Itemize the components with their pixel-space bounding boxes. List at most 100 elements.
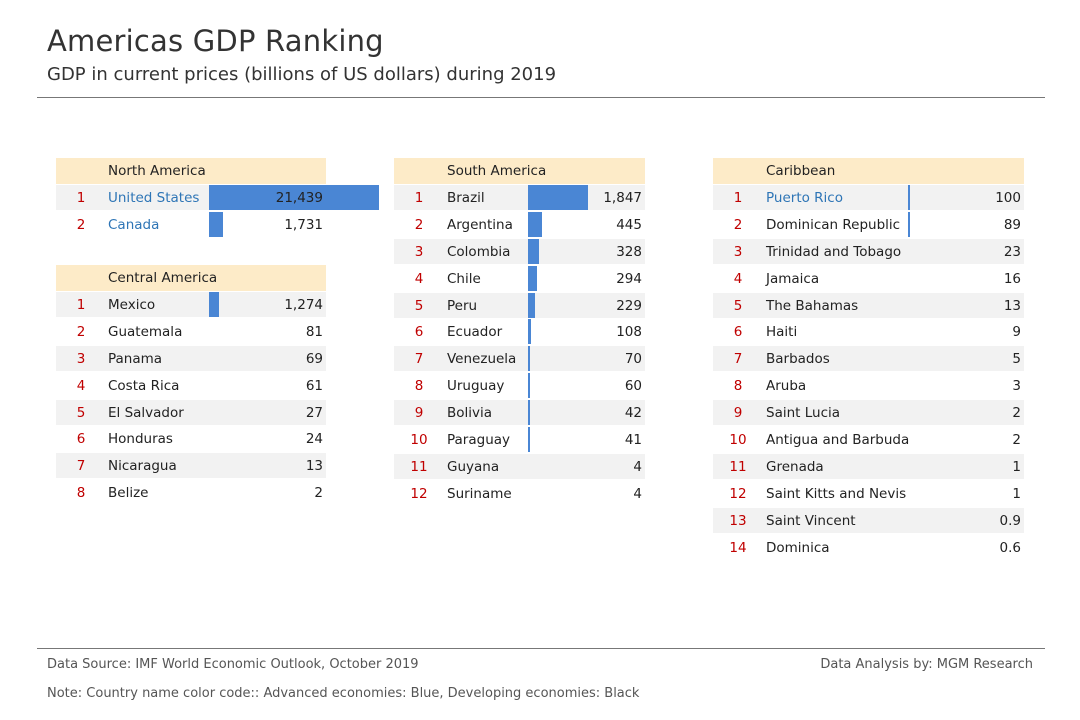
rank-label: 13: [729, 512, 747, 529]
rank-label: 3: [76, 350, 86, 367]
rank-label: 8: [733, 378, 743, 395]
gdp-bar: [528, 319, 532, 345]
gdp-value-label: 1,274: [284, 296, 323, 313]
country-name: Costa Rica: [108, 377, 180, 394]
table-row: 2 Canada 1,731: [56, 211, 326, 237]
data-analysis-credit: Data Analysis by: MGM Research: [820, 657, 1033, 672]
gdp-bar: [908, 211, 910, 237]
table-row: 11 Guyana 4: [394, 453, 645, 479]
rank-label: 3: [414, 243, 424, 260]
gdp-bar: [908, 184, 910, 210]
rank-label: 7: [414, 351, 424, 368]
region-title: Central America: [108, 270, 218, 286]
country-name: Suriname: [447, 485, 512, 502]
country-name: Haiti: [766, 324, 798, 341]
table-row: 6 Haiti 9: [713, 319, 1024, 344]
country-name: Barbados: [766, 351, 830, 368]
rank-label: 10: [410, 432, 428, 448]
rank-label: 2: [76, 323, 86, 340]
gdp-value-label: 1,847: [603, 189, 642, 206]
gdp-bar: [209, 184, 379, 210]
chart-title: Americas GDP Ranking: [47, 24, 384, 58]
region-title: North America: [108, 163, 206, 179]
gdp-value-label: 2: [1012, 432, 1021, 448]
rank-label: 2: [414, 216, 424, 233]
table-row: 4 Chile 294: [394, 265, 645, 291]
table-row: 12 Suriname 4: [394, 481, 645, 506]
table-row: 7 Nicaragua 13: [56, 453, 326, 479]
country-name: El Salvador: [108, 404, 184, 421]
rank-label: 11: [410, 458, 428, 475]
country-name: Dominican Republic: [766, 216, 901, 233]
rank-label: 3: [733, 243, 743, 260]
country-name: Bolivia: [447, 405, 493, 422]
rank-label: 14: [729, 539, 747, 556]
region-title: Caribbean: [766, 163, 836, 179]
gdp-bar: [528, 211, 543, 237]
country-name: United States: [108, 189, 200, 206]
country-name: Grenada: [766, 458, 824, 475]
country-name: Jamaica: [766, 270, 820, 287]
gdp-value-label: 1: [1012, 485, 1021, 502]
country-name: The Bahamas: [766, 297, 859, 314]
table-row: 3 Trinidad and Tobago 23: [713, 238, 1024, 264]
country-name: Chile: [447, 270, 481, 287]
rank-label: 7: [76, 458, 86, 475]
region-title: South America: [447, 163, 547, 179]
country-name: Belize: [108, 485, 149, 502]
country-name: Saint Lucia: [766, 405, 841, 422]
bottom-divider: [37, 648, 1045, 649]
gdp-value-label: 21,439: [275, 189, 323, 206]
country-name: Argentina: [447, 216, 513, 233]
gdp-value-label: 42: [624, 405, 642, 422]
table-row: 5 El Salvador 27: [56, 399, 326, 425]
gdp-value-label: 69: [305, 350, 323, 367]
gdp-bar: [528, 373, 530, 399]
gdp-value-label: 9: [1012, 324, 1021, 341]
gdp-bar: [528, 346, 531, 372]
gdp-value-label: 4: [633, 485, 642, 502]
gdp-value-label: 100: [995, 189, 1021, 206]
rank-label: 5: [414, 297, 424, 314]
table-row: 6 Ecuador 108: [394, 319, 645, 345]
table-row: 11 Grenada 1: [713, 453, 1024, 479]
top-divider: [37, 97, 1045, 98]
country-name: Dominica: [766, 539, 830, 556]
country-name: Canada: [108, 216, 160, 233]
gdp-bar: [528, 184, 588, 210]
table-row: 2 Dominican Republic 89: [713, 211, 1024, 237]
data-source: Data Source: IMF World Economic Outlook,…: [47, 657, 419, 672]
gdp-value-label: 13: [1003, 297, 1021, 314]
gdp-value-label: 70: [624, 351, 642, 368]
table-row: 1 Mexico 1,274: [56, 291, 326, 317]
gdp-bar: [528, 265, 538, 291]
table-row: 2 Argentina 445: [394, 211, 645, 237]
gdp-value-label: 13: [305, 458, 323, 475]
gdp-value-label: 27: [305, 404, 323, 421]
country-name: Honduras: [108, 431, 173, 448]
country-name: Peru: [447, 297, 478, 314]
table-row: 5 Peru 229: [394, 292, 645, 318]
country-name: Nicaragua: [108, 458, 177, 475]
gdp-value-label: 108: [616, 324, 642, 341]
country-name: Guyana: [447, 458, 500, 475]
region-header: South America: [394, 158, 645, 184]
rank-label: 10: [729, 432, 747, 448]
rank-label: 9: [414, 405, 424, 422]
region-header: Central America: [56, 265, 326, 291]
rank-label: 8: [414, 378, 424, 395]
table-row: 8 Belize 2: [56, 480, 326, 505]
gdp-value-label: 60: [624, 378, 642, 395]
region-header: North America: [56, 158, 326, 184]
gdp-bar: [528, 238, 539, 264]
table-row: 2 Guatemala 81: [56, 319, 326, 344]
table-row: 3 Colombia 328: [394, 238, 645, 264]
country-name: Ecuador: [447, 324, 503, 341]
gdp-value-label: 89: [1003, 216, 1021, 233]
table-row: 10 Antigua and Barbuda 2: [713, 427, 1024, 452]
table-row: 7 Venezuela 70: [394, 346, 645, 372]
rank-label: 12: [410, 485, 428, 502]
rank-label: 6: [733, 324, 743, 341]
gdp-value-label: 0.9: [999, 512, 1021, 529]
table-row: 8 Uruguay 60: [394, 373, 645, 399]
